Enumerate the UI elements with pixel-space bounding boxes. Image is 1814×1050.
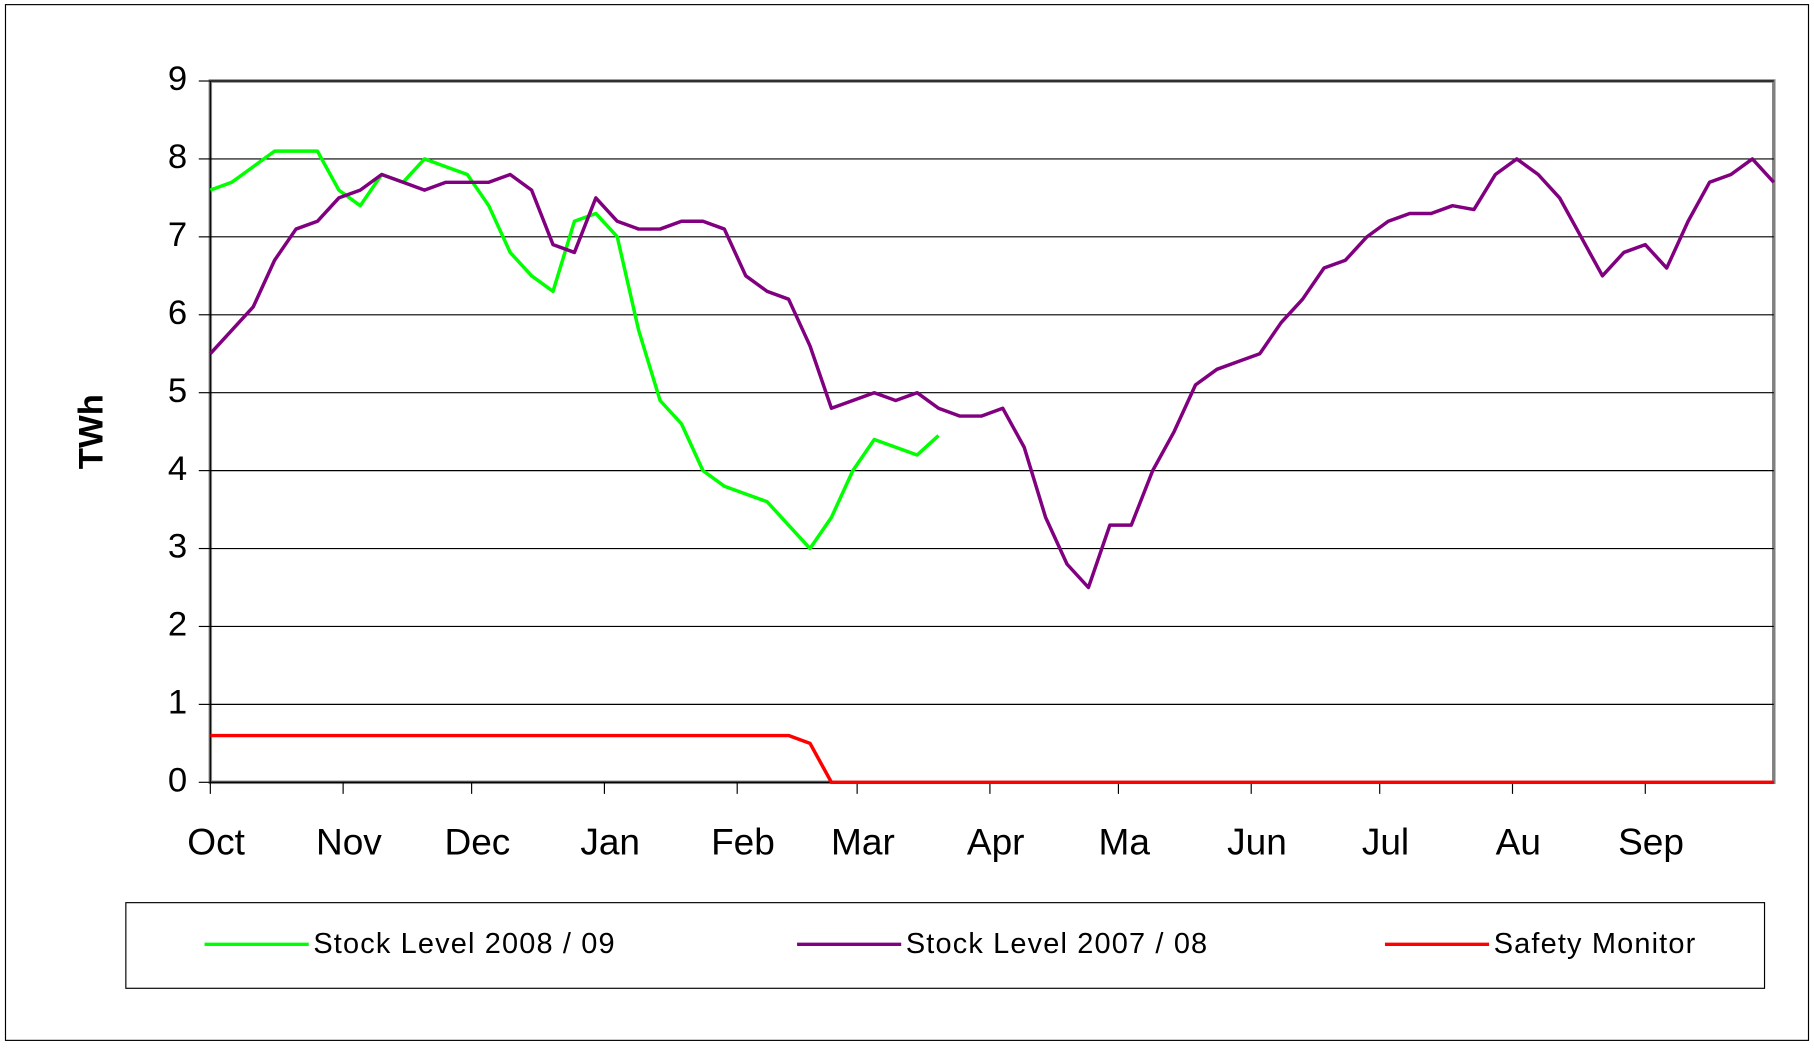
y-tick-label: 3	[168, 528, 187, 566]
x-tick-label: Sep	[1618, 821, 1684, 863]
x-tick-label: Dec	[444, 821, 510, 863]
y-tick-label: 5	[168, 372, 187, 410]
legend-label: Stock Level 2008 / 09	[313, 928, 615, 960]
series-line	[209, 157, 1776, 590]
y-axis-label: TWh	[73, 394, 111, 469]
y-tick-label: 8	[168, 138, 187, 176]
x-tick-label: Jun	[1227, 821, 1287, 863]
x-tick-label: Apr	[967, 821, 1025, 863]
x-tick-label: Mar	[831, 821, 895, 863]
y-tick-label: 2	[168, 606, 187, 644]
x-tick-label: Au	[1496, 821, 1541, 863]
legend-label: Safety Monitor	[1494, 928, 1697, 960]
y-tick-label: 0	[168, 761, 187, 799]
legend-box	[125, 902, 1766, 989]
x-tick-label: Feb	[711, 821, 775, 863]
y-tick-label: 6	[168, 294, 187, 332]
plot-area	[208, 79, 1776, 785]
y-tick-label: 9	[168, 60, 187, 98]
x-tick-label: Nov	[316, 821, 382, 863]
legend-label: Stock Level 2007 / 08	[906, 928, 1208, 960]
x-tick-label: Jan	[580, 821, 640, 863]
y-tick-label: 1	[168, 684, 187, 722]
x-tick-label: Jul	[1362, 821, 1409, 863]
y-tick-label: 7	[168, 216, 187, 254]
series-line	[210, 733, 1774, 785]
x-tick-label: Oct	[187, 821, 245, 863]
y-tick-label: 4	[168, 450, 187, 488]
series-line	[209, 149, 940, 551]
x-tick-label: Ma	[1098, 821, 1150, 863]
